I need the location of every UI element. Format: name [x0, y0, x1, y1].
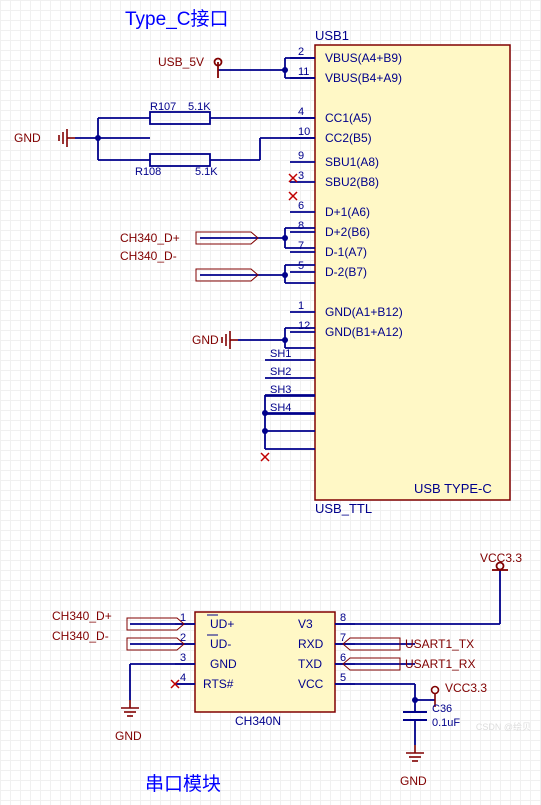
svg-text:GND(A1+B12): GND(A1+B12) [325, 305, 403, 319]
title-typec: Type_C接口 [125, 8, 228, 30]
svg-text:GND: GND [210, 657, 237, 671]
svg-text:RXD: RXD [298, 637, 324, 651]
svg-text:R108: R108 [135, 166, 161, 178]
svg-text:CH340_D+: CH340_D+ [120, 231, 180, 245]
usb1-ref: USB1 [315, 28, 349, 43]
svg-text:D+1(A6): D+1(A6) [325, 205, 370, 219]
svg-text:USART1_RX: USART1_RX [405, 657, 475, 671]
svg-text:8: 8 [340, 612, 346, 624]
svg-text:6: 6 [298, 200, 304, 212]
svg-text:8: 8 [298, 220, 304, 232]
svg-text:4: 4 [180, 672, 186, 684]
svg-text:12: 12 [298, 320, 310, 332]
svg-text:7: 7 [298, 240, 304, 252]
svg-text:3: 3 [180, 652, 186, 664]
svg-text:USART1_TX: USART1_TX [405, 637, 474, 651]
svg-text:C36: C36 [432, 703, 452, 715]
svg-text:9: 9 [298, 150, 304, 162]
svg-text:5: 5 [298, 260, 304, 272]
svg-text:UD+: UD+ [210, 617, 234, 631]
svg-text:V3: V3 [298, 617, 313, 631]
watermark: CSDN @绘贝 [476, 720, 531, 733]
svg-text:10: 10 [298, 126, 310, 138]
svg-text:D-1(A7): D-1(A7) [325, 245, 367, 259]
svg-text:USB_5V: USB_5V [158, 55, 204, 69]
svg-text:D+2(B6): D+2(B6) [325, 225, 370, 239]
svg-text:RTS#: RTS# [203, 677, 234, 691]
svg-text:CH340_D-: CH340_D- [120, 249, 177, 263]
svg-text:CH340N: CH340N [235, 714, 281, 728]
usb1-under: USB_TTL [315, 501, 372, 516]
usb1-foot: USB TYPE-C [414, 481, 492, 496]
svg-text:5.1K: 5.1K [188, 101, 211, 113]
svg-text:GND: GND [400, 774, 427, 788]
svg-text:1: 1 [298, 300, 304, 312]
svg-text:VCC3.3: VCC3.3 [445, 681, 487, 695]
nc-top [261, 174, 297, 461]
svg-text:4: 4 [298, 106, 304, 118]
svg-text:2: 2 [298, 46, 304, 58]
svg-text:3: 3 [298, 170, 304, 182]
netlabels-top: USB_5V CH340_D+ CH340_D- GND GND R107 5.… [14, 55, 258, 347]
svg-text:1: 1 [180, 612, 186, 624]
svg-text:5: 5 [340, 672, 346, 684]
svg-text:TXD: TXD [298, 657, 322, 671]
title-serial: 串口模块 [145, 773, 221, 795]
svg-text:GND: GND [115, 729, 142, 743]
svg-text:CC2(B5): CC2(B5) [325, 131, 372, 145]
svg-text:2: 2 [180, 632, 186, 644]
svg-text:SBU1(A8): SBU1(A8) [325, 155, 379, 169]
svg-text:VBUS(B4+A9): VBUS(B4+A9) [325, 71, 402, 85]
svg-text:GND(B1+A12): GND(B1+A12) [325, 325, 403, 339]
svg-text:SH2: SH2 [270, 366, 291, 378]
svg-text:CH340_D-: CH340_D- [52, 629, 109, 643]
svg-text:VBUS(A4+B9): VBUS(A4+B9) [325, 51, 402, 65]
svg-text:UD-: UD- [210, 637, 231, 651]
svg-text:GND: GND [192, 333, 219, 347]
svg-text:D-2(B7): D-2(B7) [325, 265, 367, 279]
svg-text:CH340_D+: CH340_D+ [52, 609, 112, 623]
svg-text:CC1(A5): CC1(A5) [325, 111, 372, 125]
svg-text:5.1K: 5.1K [195, 166, 218, 178]
svg-text:0.1uF: 0.1uF [432, 717, 460, 729]
svg-text:11: 11 [298, 66, 309, 78]
svg-text:VCC3.3: VCC3.3 [480, 551, 522, 565]
svg-text:SBU2(B8): SBU2(B8) [325, 175, 379, 189]
svg-text:GND: GND [14, 131, 41, 145]
svg-text:SH1: SH1 [270, 348, 291, 360]
svg-text:R107: R107 [150, 101, 176, 113]
svg-text:VCC: VCC [298, 677, 324, 691]
